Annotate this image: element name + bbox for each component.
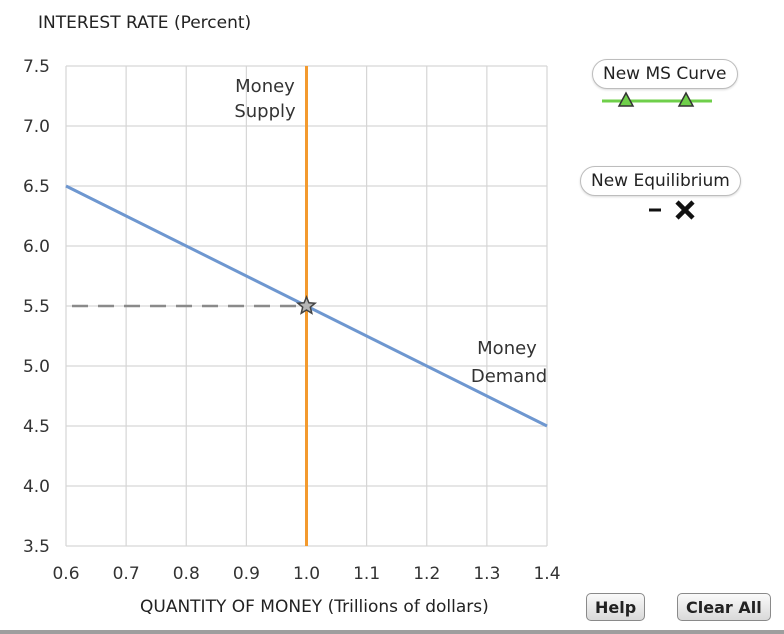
x-tick-label: 1.1 [353,564,380,584]
y-axis-title: INTEREST RATE (Percent) [38,13,251,33]
x-tick-label: 0.6 [52,564,79,584]
help-button[interactable]: Help [586,593,646,621]
new-equilibrium-tool[interactable]: New Equilibrium [580,166,741,196]
green-triangle-line-icon[interactable] [598,88,716,110]
x-marker-icon[interactable] [646,198,700,222]
money-demand-label: Demand [471,366,547,387]
money-supply-label: Money [235,76,295,97]
money-demand-label: Money [477,338,537,359]
y-tick-label: 5.5 [23,297,50,317]
bottom-divider [0,630,784,634]
x-tick-label: 1.3 [473,564,500,584]
y-tick-label: 6.0 [23,237,50,257]
y-tick-label: 5.0 [23,357,50,377]
x-tick-label: 1.2 [413,564,440,584]
y-tick-label: 3.5 [23,537,50,557]
y-tick-label: 7.5 [23,57,50,77]
y-axis-ticks: 3.5 4.0 4.5 5.0 5.5 6.0 6.5 7.0 7.5 [23,57,50,557]
x-axis-title: QUANTITY OF MONEY (Trillions of dollars) [140,597,489,617]
y-tick-label: 7.0 [23,117,50,137]
money-supply-label: Supply [234,101,296,122]
y-tick-label: 4.0 [23,477,50,497]
new-ms-curve-tool[interactable]: New MS Curve [592,59,738,89]
x-tick-label: 1.4 [533,564,560,584]
equilibrium-star-marker[interactable] [295,295,318,315]
clear-all-button[interactable]: Clear All [677,593,771,621]
y-tick-label: 4.5 [23,417,50,437]
x-tick-label: 1.0 [293,564,320,584]
x-tick-label: 0.7 [113,564,140,584]
y-tick-label: 6.5 [23,177,50,197]
x-axis-ticks: 0.6 0.7 0.8 0.9 1.0 1.1 1.2 1.3 1.4 [52,564,560,584]
x-tick-label: 0.8 [173,564,200,584]
x-tick-label: 0.9 [233,564,260,584]
series-layer[interactable]: Money Supply Money Demand [65,66,548,546]
